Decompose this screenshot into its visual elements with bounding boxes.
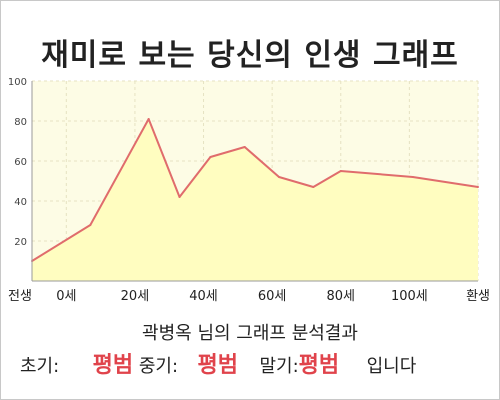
x-tick-label: 60세	[258, 289, 287, 304]
middle-value: 평범	[197, 353, 239, 378]
y-tick-label: 40	[14, 197, 27, 208]
x-tick-label: 20세	[121, 289, 150, 304]
late-value: 평범	[298, 353, 340, 378]
chart-title: 재미로 보는 당신의 인생 그래프	[41, 38, 459, 73]
x-tick-label: 전생	[8, 289, 32, 304]
result-suffix: 입니다	[366, 356, 417, 377]
data-point	[312, 186, 315, 188]
y-tick-label: 100	[8, 77, 27, 88]
data-point	[339, 170, 342, 172]
result-subtitle: 곽병옥 님의 그래프 분석결과	[142, 323, 358, 344]
data-point	[477, 186, 479, 188]
data-point	[89, 224, 92, 226]
x-tick-label: 0세	[56, 289, 76, 304]
y-tick-label: 60	[14, 157, 27, 168]
early-value: 평범	[92, 353, 134, 378]
data-point	[243, 146, 246, 148]
data-point	[147, 118, 150, 120]
middle-label: 중기:	[138, 356, 179, 377]
result-summary: 초기: 평범 중기: 평범 말기:평범 입니다	[20, 347, 490, 379]
data-point	[278, 176, 281, 178]
data-point	[178, 196, 181, 198]
y-tick-label: 20	[14, 237, 27, 248]
data-point	[209, 156, 212, 158]
x-tick-label: 80세	[327, 289, 356, 304]
y-tick-labels: 20 40 60 80 100	[8, 77, 27, 248]
x-tick-labels: 전생 0세 20세 40세 60세 80세 100세 환생	[8, 289, 490, 304]
life-graph-chart: 20 40 60 80 100 전생 0세 20세 40세 60세 80세 100세 환생	[8, 77, 490, 304]
early-label: 초기:	[20, 356, 60, 377]
y-tick-label: 80	[14, 117, 27, 128]
series-area	[32, 119, 478, 281]
data-point	[411, 176, 414, 178]
x-tick-label: 100세	[391, 289, 428, 304]
x-tick-label: 환생	[466, 289, 490, 304]
late-label: 말기:	[259, 356, 299, 377]
x-tick-label: 40세	[189, 289, 218, 304]
